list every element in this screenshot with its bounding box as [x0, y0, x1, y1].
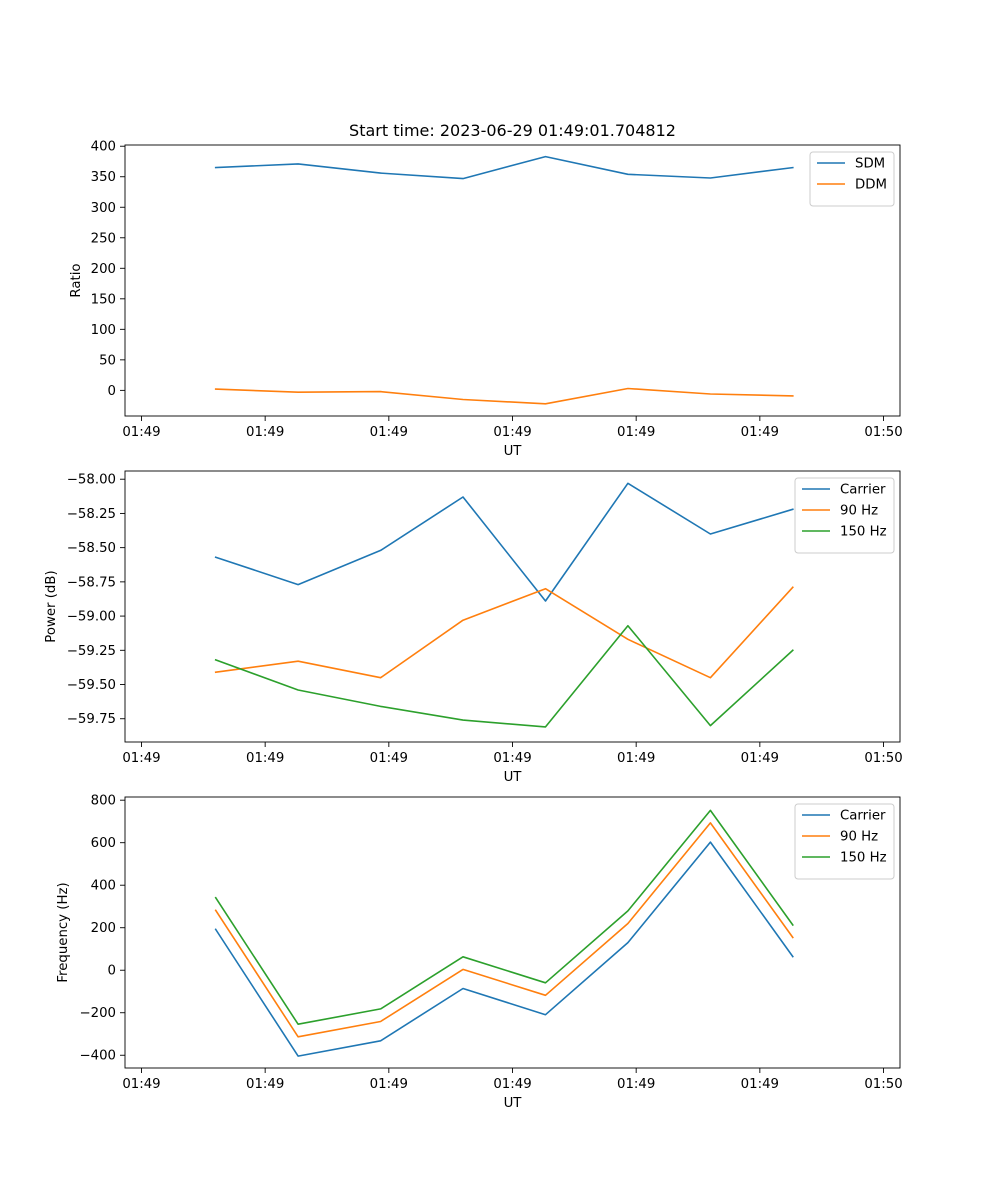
- y-tick-label: 600: [91, 836, 116, 851]
- axes-frame: [124, 796, 901, 1069]
- x-tick-label: 01:49: [122, 1077, 160, 1092]
- legend: Carrier 90 Hz 150 Hz: [794, 803, 895, 880]
- y-axis-label: Ratio: [69, 263, 84, 297]
- series-line-1: [214, 841, 794, 1057]
- y-tick-label: −58.25: [67, 507, 116, 522]
- axes-frame: [124, 470, 901, 743]
- y-tick-label: 800: [91, 794, 116, 809]
- x-tick-label: 01:49: [493, 425, 531, 440]
- x-tick-label: 01:50: [864, 751, 902, 766]
- y-tick-label: 300: [91, 201, 116, 216]
- legend-frame: [809, 151, 895, 207]
- y-tick-label: −59.00: [67, 610, 116, 625]
- y-tick-label: 200: [91, 262, 116, 277]
- x-tick-label: 01:49: [617, 425, 655, 440]
- y-tick-label: 400: [91, 879, 116, 894]
- series-line-1: [214, 155, 794, 180]
- x-axis-label: UT: [504, 770, 523, 785]
- x-axis-label: UT: [504, 1096, 523, 1111]
- chart-panel-1: 01:49 01:49 01:49 01:49 01:49 01:49 01:50 0 50 10…: [69, 121, 903, 459]
- x-axis-label: UT: [504, 444, 523, 459]
- y-tick-label: −59.50: [67, 678, 116, 693]
- x-tick-label: 01:49: [741, 751, 779, 766]
- series-line-3: [214, 624, 794, 728]
- x-tick-label: 01:49: [122, 751, 160, 766]
- x-tick-label: 01:49: [617, 751, 655, 766]
- x-tick-label: 01:49: [370, 425, 408, 440]
- x-tick-label: 01:49: [493, 751, 531, 766]
- x-tick-label: 01:49: [617, 1077, 655, 1092]
- y-tick-label: −59.25: [67, 644, 116, 659]
- series-line-1: [214, 482, 794, 602]
- y-tick-label: 50: [99, 353, 116, 368]
- x-tick-label: 01:49: [741, 425, 779, 440]
- series-line-2: [214, 822, 794, 1038]
- y-tick-label: 250: [91, 231, 116, 246]
- legend-label: SDM: [855, 157, 885, 172]
- y-tick-label: 100: [91, 323, 116, 338]
- x-tick-label: 01:50: [864, 1077, 902, 1092]
- y-tick-label: −58.75: [67, 575, 116, 590]
- legend-label: 90 Hz: [840, 830, 878, 845]
- legend: SDM DDM: [809, 151, 895, 207]
- x-tick-label: 01:49: [122, 425, 160, 440]
- y-axis-label: Frequency (Hz): [56, 882, 71, 982]
- legend: Carrier 90 Hz 150 Hz: [794, 477, 895, 554]
- series-line-2: [214, 387, 794, 405]
- x-tick-label: 01:49: [246, 1077, 284, 1092]
- y-tick-label: −59.75: [67, 712, 116, 727]
- legend-label: 90 Hz: [840, 504, 878, 519]
- x-tick-label: 01:50: [864, 425, 902, 440]
- chart-panel-2: 01:49 01:49 01:49 01:49 01:49 01:49 01:50 −58.0…: [44, 470, 903, 785]
- legend-label: DDM: [855, 178, 887, 193]
- chart-title: Start time: 2023-06-29 01:49:01.704812: [349, 121, 676, 140]
- y-axis-label: Power (dB): [44, 570, 59, 642]
- legend-label: 150 Hz: [840, 525, 887, 540]
- series-line-2: [214, 586, 794, 679]
- y-tick-label: 150: [91, 292, 116, 307]
- y-tick-label: 0: [108, 384, 116, 399]
- x-tick-label: 01:49: [370, 751, 408, 766]
- legend-label: Carrier: [840, 809, 886, 824]
- axes-frame: [124, 144, 901, 417]
- x-tick-label: 01:49: [741, 1077, 779, 1092]
- y-tick-label: 400: [91, 140, 116, 155]
- y-tick-label: −400: [79, 1049, 116, 1064]
- x-tick-label: 01:49: [246, 751, 284, 766]
- series-line-3: [214, 809, 794, 1025]
- y-tick-label: 200: [91, 921, 116, 936]
- x-tick-label: 01:49: [246, 425, 284, 440]
- legend-label: 150 Hz: [840, 851, 887, 866]
- y-tick-label: −200: [79, 1006, 116, 1021]
- y-tick-label: 0: [108, 964, 116, 979]
- y-tick-label: 350: [91, 170, 116, 185]
- legend-frame: [794, 477, 895, 554]
- x-tick-label: 01:49: [493, 1077, 531, 1092]
- legend-frame: [794, 803, 895, 880]
- legend-label: Carrier: [840, 483, 886, 498]
- y-tick-label: −58.00: [67, 473, 116, 488]
- chart-panel-3: 01:49 01:49 01:49 01:49 01:49 01:49 01:50 −400 −…: [56, 794, 903, 1111]
- y-tick-label: −58.50: [67, 541, 116, 556]
- x-tick-label: 01:49: [370, 1077, 408, 1092]
